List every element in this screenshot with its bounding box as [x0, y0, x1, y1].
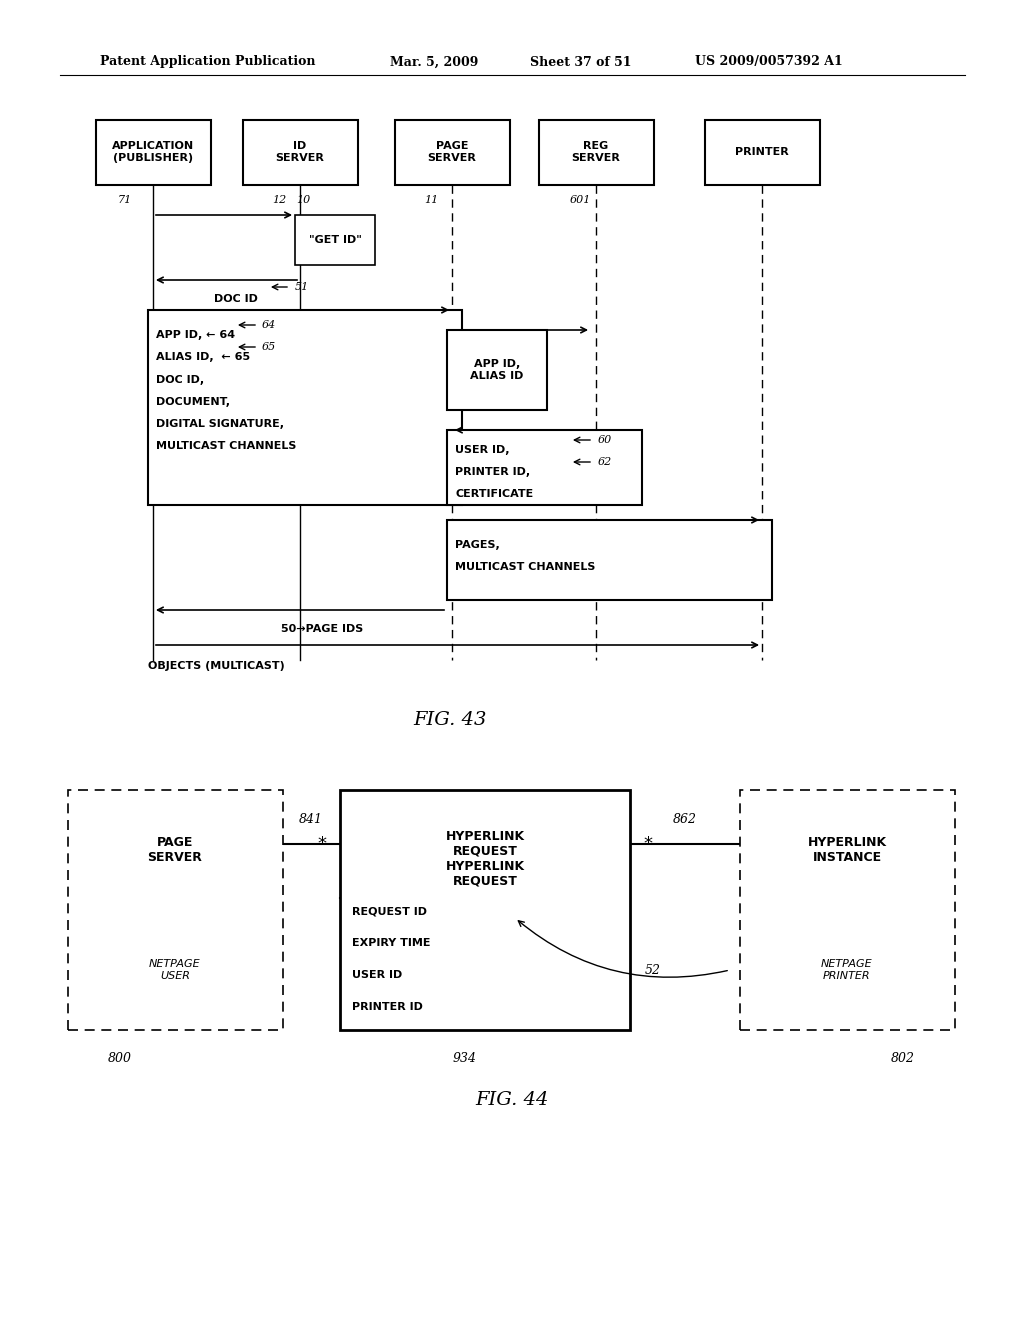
- Text: 862: 862: [673, 813, 697, 826]
- Text: 601: 601: [570, 195, 592, 205]
- Text: USER ID: USER ID: [352, 970, 402, 979]
- Text: 12: 12: [272, 195, 287, 205]
- Text: REQUEST ID: REQUEST ID: [352, 906, 427, 916]
- Text: EXPIRY TIME: EXPIRY TIME: [352, 939, 430, 948]
- Text: PRINTER ID: PRINTER ID: [352, 1002, 423, 1012]
- Text: APP ID,
ALIAS ID: APP ID, ALIAS ID: [470, 359, 523, 380]
- Text: 800: 800: [108, 1052, 132, 1065]
- Text: *: *: [643, 836, 652, 853]
- Text: 50→PAGE IDS: 50→PAGE IDS: [281, 624, 364, 634]
- Text: DOC ID: DOC ID: [214, 294, 258, 304]
- Text: "GET ID": "GET ID": [308, 235, 361, 246]
- Text: NETPAGE
PRINTER: NETPAGE PRINTER: [821, 960, 872, 981]
- Text: HYPERLINK
REQUEST: HYPERLINK REQUEST: [445, 861, 524, 888]
- Text: 52: 52: [645, 964, 662, 977]
- Text: 51: 51: [295, 282, 309, 292]
- Bar: [243, 120, 358, 185]
- Text: Mar. 5, 2009: Mar. 5, 2009: [390, 55, 478, 69]
- Text: 11: 11: [424, 195, 438, 205]
- Text: USER ID,: USER ID,: [455, 445, 510, 455]
- Bar: [148, 310, 462, 506]
- Text: ID
SERVER: ID SERVER: [275, 141, 325, 162]
- Text: MULTICAST CHANNELS: MULTICAST CHANNELS: [156, 441, 296, 451]
- Text: *: *: [317, 836, 327, 853]
- Text: 10: 10: [296, 195, 310, 205]
- Text: 934: 934: [453, 1052, 477, 1065]
- Bar: [740, 789, 955, 1030]
- Bar: [447, 330, 547, 411]
- Text: PAGES,: PAGES,: [455, 540, 500, 550]
- Text: US 2009/0057392 A1: US 2009/0057392 A1: [695, 55, 843, 69]
- Bar: [447, 430, 642, 506]
- Text: 60: 60: [598, 436, 612, 445]
- Bar: [705, 120, 820, 185]
- Text: APP ID, ← 64: APP ID, ← 64: [156, 330, 236, 341]
- Text: 841: 841: [299, 813, 323, 826]
- Text: 71: 71: [118, 195, 132, 205]
- Text: OBJECTS (MULTICAST): OBJECTS (MULTICAST): [148, 661, 285, 671]
- Text: 64: 64: [262, 319, 276, 330]
- Text: ALIAS ID,  ← 65: ALIAS ID, ← 65: [156, 352, 250, 362]
- Text: APPLICATION
(PUBLISHER): APPLICATION (PUBLISHER): [112, 141, 195, 162]
- Text: CERTIFICATE: CERTIFICATE: [455, 488, 534, 499]
- Bar: [340, 789, 630, 1030]
- Bar: [395, 120, 510, 185]
- Bar: [539, 120, 654, 185]
- Text: Patent Application Publication: Patent Application Publication: [100, 55, 315, 69]
- Text: Sheet 37 of 51: Sheet 37 of 51: [530, 55, 632, 69]
- Text: DOC ID,: DOC ID,: [156, 375, 204, 385]
- Text: FIG. 43: FIG. 43: [414, 711, 486, 729]
- Text: FIG. 44: FIG. 44: [475, 1092, 549, 1109]
- Text: HYPERLINK
REQUEST: HYPERLINK REQUEST: [445, 830, 524, 858]
- Text: DOCUMENT,: DOCUMENT,: [156, 397, 230, 407]
- Text: 65: 65: [262, 342, 276, 352]
- Text: HYPERLINK
INSTANCE: HYPERLINK INSTANCE: [808, 836, 887, 865]
- Text: MULTICAST CHANNELS: MULTICAST CHANNELS: [455, 562, 595, 572]
- Text: PRINTER: PRINTER: [735, 147, 788, 157]
- Text: PRINTER ID,: PRINTER ID,: [455, 467, 530, 477]
- Bar: [68, 789, 283, 1030]
- Text: 62: 62: [598, 457, 612, 467]
- Text: DIGITAL SIGNATURE,: DIGITAL SIGNATURE,: [156, 418, 284, 429]
- Text: PAGE
SERVER: PAGE SERVER: [428, 141, 476, 162]
- Bar: [96, 120, 211, 185]
- Text: 802: 802: [891, 1052, 915, 1065]
- Text: REG
SERVER: REG SERVER: [571, 141, 621, 162]
- Text: NETPAGE
USER: NETPAGE USER: [150, 960, 201, 981]
- Text: PAGE
SERVER: PAGE SERVER: [147, 836, 203, 865]
- Bar: [447, 520, 772, 601]
- Bar: [295, 215, 375, 265]
